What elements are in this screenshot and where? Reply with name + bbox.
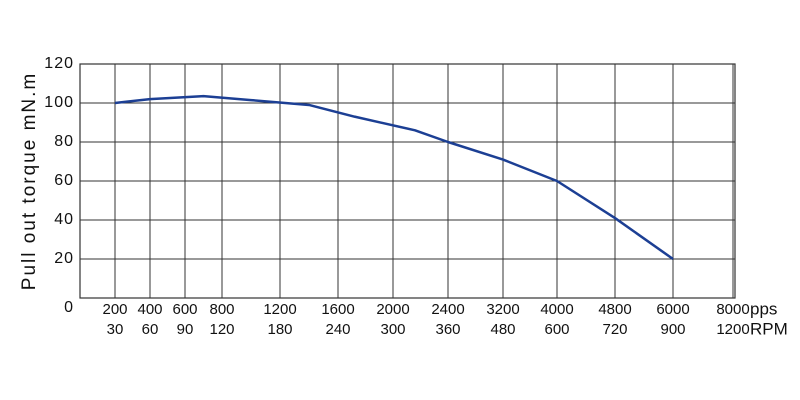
x2-tick-label: 30 (107, 321, 124, 338)
y-tick-label: 0 (64, 299, 74, 316)
y-tick-label: 40 (54, 211, 74, 228)
x-tick-label: 2000 (376, 301, 409, 318)
x-tick-label: 2400 (431, 301, 464, 318)
y-tick-label: 20 (54, 250, 74, 267)
x-tick-label: 600 (172, 301, 197, 318)
data-line (114, 94, 674, 261)
x-tick-label: 4800 (598, 301, 631, 318)
x2-tick-label: 120 (209, 321, 234, 338)
y-tick-label: 80 (54, 133, 74, 150)
x-tick-label: 400 (137, 301, 162, 318)
y-tick-label: 100 (44, 94, 74, 111)
x-tick-label: 200 (102, 301, 127, 318)
x2-tick-label: 480 (490, 321, 515, 338)
x2-tick-label: 1200 (716, 321, 749, 338)
x2-tick-label: 240 (325, 321, 350, 338)
x2-tick-label: 90 (177, 321, 194, 338)
x-unit: pps (750, 299, 777, 318)
x-tick-label: 4000 (540, 301, 573, 318)
y-tick-label: 120 (44, 55, 74, 72)
x2-unit: RPM (750, 319, 788, 338)
y-tick-label: 60 (54, 172, 74, 189)
x2-tick-label: 900 (660, 321, 685, 338)
x2-tick-label: 180 (267, 321, 292, 338)
x-tick-label: 1200 (263, 301, 296, 318)
x2-tick-label: 300 (380, 321, 405, 338)
x2-tick-label: 60 (142, 321, 159, 338)
x-tick-label: 8000 (716, 301, 749, 318)
x-tick-label: 3200 (486, 301, 519, 318)
x2-tick-label: 360 (435, 321, 460, 338)
x-tick-label: 1600 (321, 301, 354, 318)
x-tick-label: 800 (209, 301, 234, 318)
y-axis-label: Pull out torque mN.m (19, 72, 40, 290)
x2-tick-label: 720 (602, 321, 627, 338)
x2-tick-label: 600 (544, 321, 569, 338)
x-tick-label: 6000 (656, 301, 689, 318)
